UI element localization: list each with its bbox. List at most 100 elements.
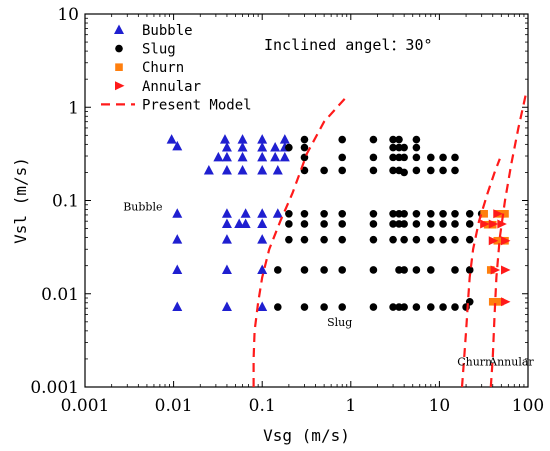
annular-point <box>497 219 507 229</box>
bubble-point <box>237 134 248 144</box>
bubble-point <box>221 164 232 175</box>
bubble-point <box>234 218 245 228</box>
slug-point <box>400 153 408 162</box>
slug-point <box>338 303 347 311</box>
slug-point <box>412 166 421 175</box>
annular-point <box>500 297 511 307</box>
bubble-point <box>221 301 232 312</box>
bubble-point <box>257 218 268 228</box>
slug-point <box>274 266 282 274</box>
slug-point <box>400 303 408 311</box>
x-axis-title: Vsg (m/s) <box>263 426 350 445</box>
slug-point <box>389 303 397 311</box>
slug-point <box>320 266 328 274</box>
slug-point <box>451 166 459 175</box>
y-tick-label: 1 <box>68 98 79 118</box>
bubble-point <box>221 208 232 218</box>
bubble-point <box>172 208 183 218</box>
region-label-annular: Annular <box>488 356 534 369</box>
slug-point <box>439 166 447 175</box>
y-axis-title: Vsl (m/s) <box>11 157 30 244</box>
slug-point <box>400 210 408 218</box>
slug-point <box>412 220 421 228</box>
slug-point <box>427 153 435 162</box>
inclination-annotation: Inclined angel：30° <box>264 36 433 54</box>
bubble-point <box>221 218 232 228</box>
bubble-point <box>270 151 281 162</box>
slug-point <box>465 210 474 218</box>
churn-point <box>480 210 488 218</box>
slug-point <box>427 266 435 274</box>
slug-point <box>274 303 282 311</box>
bubble-point <box>172 264 183 274</box>
slug-point <box>369 266 378 274</box>
slug-point <box>369 153 378 162</box>
slug-point <box>300 266 309 274</box>
series-slug <box>274 135 486 311</box>
bubble-point <box>172 301 183 312</box>
slug-point <box>439 153 447 162</box>
bubble-point <box>240 218 251 228</box>
slug-point <box>451 153 459 162</box>
slug-point <box>427 235 435 244</box>
slug-point <box>451 210 459 218</box>
bubble-point <box>221 151 232 162</box>
series-annular <box>480 209 511 307</box>
slug-point <box>465 235 474 244</box>
bubble-point <box>270 142 281 152</box>
slug-point <box>451 235 459 244</box>
slug-point <box>338 135 347 144</box>
x-axis: 0.001 0.01 0.1 1 10 100 <box>61 14 544 416</box>
slug-point <box>320 166 328 175</box>
slug-point <box>300 303 309 311</box>
slug-point <box>412 153 421 162</box>
annular-point <box>490 265 501 275</box>
slug-point <box>338 266 347 274</box>
slug-point <box>400 143 408 152</box>
x-tick-label: 100 <box>512 396 544 416</box>
slug-point <box>300 143 309 152</box>
y-tick-label: 0.01 <box>41 285 79 305</box>
slug-point <box>369 303 378 311</box>
slug-point <box>320 210 328 218</box>
x-tick-label: 0.1 <box>249 396 276 416</box>
slug-point <box>300 220 309 228</box>
legend-marker-icon <box>115 81 125 91</box>
bubble-point <box>166 134 177 144</box>
slug-point <box>320 303 328 311</box>
bubble-point <box>257 134 268 144</box>
region-label-churn: Churn <box>457 356 492 369</box>
legend-label: Bubble <box>142 23 193 39</box>
slug-point <box>338 210 347 218</box>
churn-point <box>488 297 497 306</box>
series-bubble <box>166 134 290 312</box>
slug-point <box>412 210 421 218</box>
annular-point <box>500 265 511 275</box>
slug-point <box>389 235 397 244</box>
slug-point <box>369 210 378 218</box>
slug-point <box>338 220 347 228</box>
bubble-point <box>279 151 290 162</box>
slug-point <box>427 303 435 311</box>
slug-point <box>400 168 408 177</box>
y-tick-label: 0.1 <box>52 192 79 212</box>
slug-point <box>412 143 421 152</box>
slug-point <box>465 266 474 274</box>
slug-point <box>451 220 459 228</box>
slug-point <box>369 166 378 175</box>
y-axis: 0.001 0.01 0.1 1 10 <box>30 5 528 398</box>
slug-point <box>389 166 397 175</box>
bubble-point <box>272 208 283 218</box>
bubble-point <box>172 140 183 151</box>
slug-point <box>427 220 435 228</box>
bubble-point <box>257 264 268 274</box>
legend-label: Slug <box>142 42 176 58</box>
slug-point <box>369 135 378 144</box>
slug-point <box>439 235 447 244</box>
x-tick-label: 1 <box>345 396 356 416</box>
slug-point <box>389 143 397 152</box>
bubble-point <box>172 234 183 244</box>
slug-point <box>395 135 403 144</box>
